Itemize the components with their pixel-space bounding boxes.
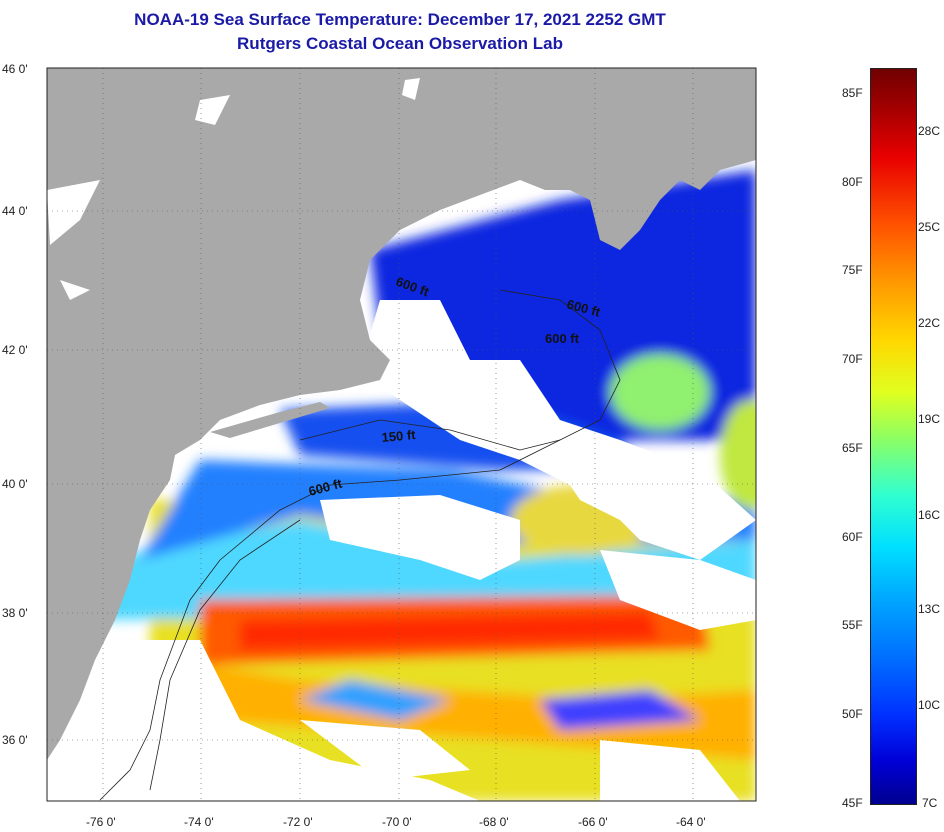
colorbar-f-55: 55F (842, 618, 863, 632)
lon-label-64: -64 0' (676, 815, 706, 829)
colorbar-c-22: 22C (918, 316, 941, 330)
cool-patch-east (540, 690, 700, 730)
colorbar-c-28: 28C (918, 124, 941, 138)
lat-label-44: 44 0' (2, 204, 28, 218)
colorbar-f-80: 80F (842, 175, 863, 189)
long-island (210, 402, 330, 438)
lat-label-46: 46 0' (2, 62, 28, 76)
contour-label-3: 600 ft (545, 331, 580, 346)
colorbar-f-45: 45F (842, 796, 863, 810)
lon-label-68: -68 0' (479, 815, 509, 829)
warm-water-east (720, 400, 756, 510)
south-warm-water (120, 650, 756, 760)
land (47, 68, 756, 760)
lat-label-40: 40 0' (2, 477, 28, 491)
colorbar-c-16: 16C (918, 508, 941, 522)
cloud-cover (47, 300, 756, 801)
lon-label-76: -76 0' (86, 815, 116, 829)
temperature-colorbar (870, 68, 917, 805)
graticule (47, 68, 756, 801)
colorbar-c-7: 7C (922, 796, 938, 810)
colorbar-c-19: 19C (918, 412, 941, 426)
lat-label-42: 42 0' (2, 343, 28, 357)
colorbar-c-13: 13C (918, 602, 941, 616)
lon-label-74: -74 0' (184, 815, 214, 829)
colorbar-f-60: 60F (842, 530, 863, 544)
map-title: NOAA-19 Sea Surface Temperature: Decembe… (134, 10, 666, 29)
colorbar-f-75: 75F (842, 263, 863, 277)
colorbar-c-10: 10C (918, 698, 941, 712)
nova-scotia (600, 100, 756, 200)
inland-lakes (47, 78, 420, 300)
lon-label-70: -70 0' (382, 815, 412, 829)
colorbar-f-50: 50F (842, 707, 863, 721)
contour-label-4: 150 ft (381, 427, 417, 445)
cool-patch (300, 680, 450, 720)
warm-core-ring (610, 354, 710, 430)
colorbar-f-85: 85F (842, 86, 863, 100)
colorbar-f-70: 70F (842, 352, 863, 366)
lat-label-36: 36 0' (2, 733, 28, 747)
lat-label-38: 38 0' (2, 606, 28, 620)
colorbar-f-65: 65F (842, 441, 863, 455)
isobath-lines (99, 289, 621, 801)
cool-water-band (100, 520, 756, 620)
colorbar-c-25: 25C (918, 220, 941, 234)
lon-label-72: -72 0' (283, 815, 313, 829)
gulf-stream-core (240, 612, 660, 650)
lon-label-66: -66 0' (578, 815, 608, 829)
map-subtitle: Rutgers Coastal Ocean Observation Lab (237, 34, 563, 53)
map-frame (46, 67, 757, 802)
